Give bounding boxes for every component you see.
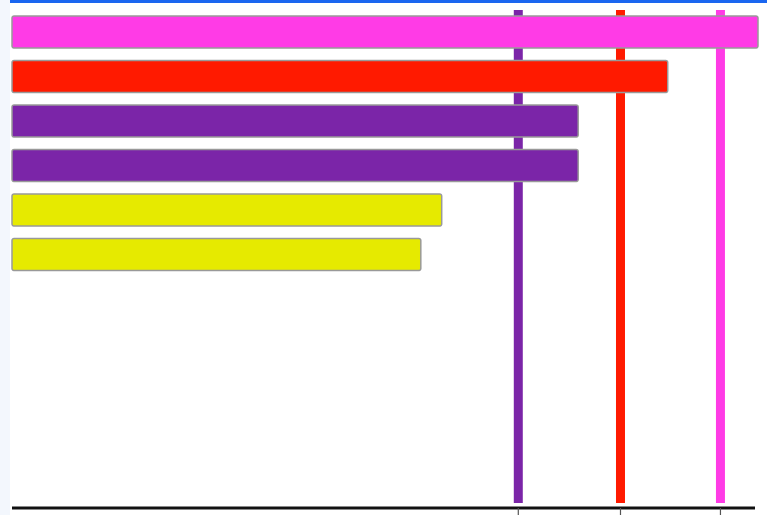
left-margin-strip (0, 0, 10, 515)
bar-1 (11, 59, 669, 94)
bar-0 (11, 15, 759, 49)
bar-3 (11, 148, 579, 183)
bar-4 (11, 193, 443, 227)
reference-line-0 (513, 10, 523, 503)
bar-2 (11, 104, 579, 138)
reference-line-1 (615, 10, 625, 503)
bar-5 (11, 237, 422, 272)
reference-line-2 (715, 10, 725, 503)
top-accent-line (10, 0, 767, 3)
